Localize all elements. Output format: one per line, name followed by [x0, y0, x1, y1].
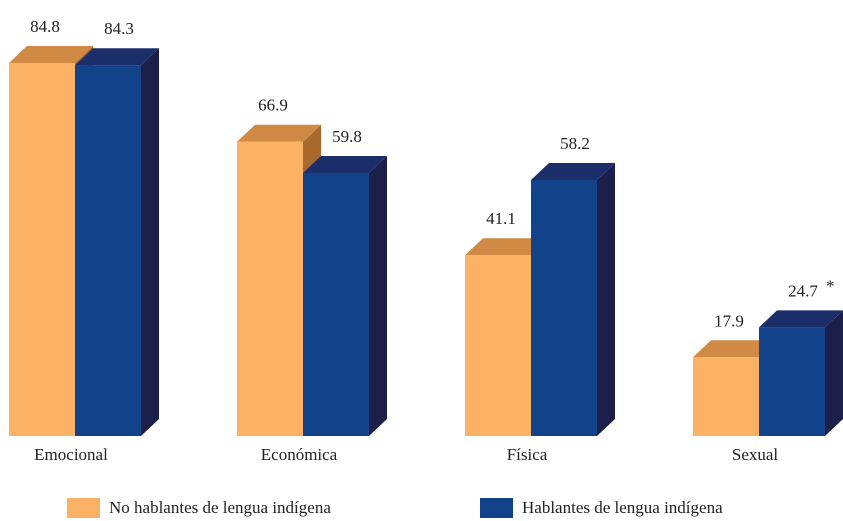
bar-front-face	[531, 180, 597, 436]
legend-swatch-no-hablantes	[67, 498, 100, 518]
bar-top-face	[75, 48, 159, 66]
bar-top-face	[303, 155, 387, 173]
value-label-hablantes-de-lengua-indigena-economica: 59.8	[332, 127, 362, 146]
bar-front-face	[75, 65, 141, 437]
bar-hablantes-de-lengua-indigena-economica	[303, 155, 387, 436]
category-label-fisica: Física	[507, 445, 548, 464]
bar-side-face	[597, 163, 615, 436]
value-label-hablantes-de-lengua-indigena-sexual: 24.7	[788, 281, 818, 300]
bar-front-face	[237, 141, 303, 436]
bar-hablantes-de-lengua-indigena-emocional	[75, 48, 159, 437]
annotation-asterisk: *	[826, 276, 835, 295]
legend-label-no-hablantes: No hablantes de lengua indígena	[109, 498, 331, 517]
legend-item-no-hablantes: No hablantes de lengua indígena	[67, 498, 331, 518]
bar-top-face	[693, 340, 777, 358]
bar-top-face	[237, 124, 321, 142]
legend-label-hablantes: Hablantes de lengua indígena	[522, 498, 723, 517]
value-label-no-hablantes-de-lengua-indigena-emocional: 84.8	[30, 17, 60, 36]
bar-top-face	[465, 238, 549, 256]
bar-side-face	[369, 155, 387, 436]
value-label-no-hablantes-de-lengua-indigena-fisica: 41.1	[486, 209, 516, 228]
bar-top-face	[531, 163, 615, 181]
bar-hablantes-de-lengua-indigena-sexual	[759, 310, 843, 436]
value-label-no-hablantes-de-lengua-indigena-sexual: 17.9	[714, 311, 744, 330]
category-label-economica: Económica	[261, 445, 338, 464]
bar-side-face	[141, 48, 159, 437]
bar-front-face	[303, 172, 369, 436]
bar-front-face	[465, 255, 531, 436]
bar-side-face	[825, 310, 843, 436]
legend-swatch-hablantes	[480, 498, 513, 518]
value-label-no-hablantes-de-lengua-indigena-economica: 66.9	[258, 96, 288, 115]
category-label-sexual: Sexual	[732, 445, 779, 464]
legend: No hablantes de lengua indígena Hablante…	[0, 498, 843, 520]
value-label-hablantes-de-lengua-indigena-emocional: 84.3	[104, 19, 134, 38]
bar-top-face	[9, 46, 93, 63]
bar-top-face	[759, 310, 843, 328]
bar-front-face	[759, 327, 825, 436]
bar-front-face	[693, 357, 759, 436]
category-label-emocional: Emocional	[34, 445, 108, 464]
bar-front-face	[9, 63, 75, 436]
value-label-hablantes-de-lengua-indigena-fisica: 58.2	[560, 134, 590, 153]
bar-hablantes-de-lengua-indigena-fisica	[531, 163, 615, 436]
legend-item-hablantes: Hablantes de lengua indígena	[480, 498, 723, 518]
